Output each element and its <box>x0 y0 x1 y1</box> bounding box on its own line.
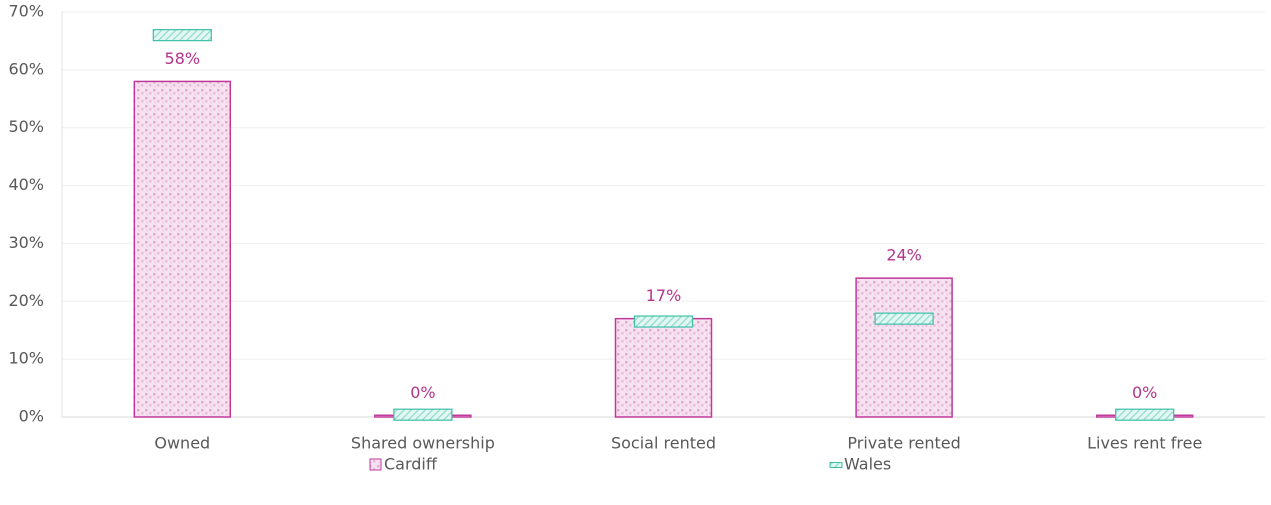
y-tick-label: 40% <box>8 175 44 194</box>
legend-label: Cardiff <box>384 455 438 474</box>
bar <box>855 277 953 418</box>
marker <box>633 315 694 328</box>
data-label: 0% <box>1132 383 1157 402</box>
y-tick-label: 70% <box>8 2 44 21</box>
marker <box>1115 408 1175 421</box>
legend-swatch <box>369 458 382 471</box>
data-label: 58% <box>165 49 201 68</box>
legend-label: Wales <box>844 455 891 474</box>
x-tick-label: Owned <box>154 434 210 453</box>
data-label: 0% <box>410 383 435 402</box>
marker <box>393 408 453 421</box>
y-tick-label: 50% <box>8 117 44 136</box>
data-label: 17% <box>646 286 682 305</box>
legend-swatch <box>829 462 843 468</box>
x-tick-label: Lives rent free <box>1087 434 1202 453</box>
y-tick-label: 60% <box>8 59 44 78</box>
data-label: 24% <box>886 246 922 265</box>
marker <box>874 312 934 325</box>
x-tick-label: Shared ownership <box>351 434 495 453</box>
bar <box>133 80 232 418</box>
y-tick-label: 20% <box>8 291 44 310</box>
y-tick-label: 10% <box>8 349 44 368</box>
x-tick-label: Social rented <box>611 434 716 453</box>
y-tick-label: 0% <box>19 407 44 426</box>
x-tick-label: Private rented <box>847 434 960 453</box>
bar <box>614 317 713 418</box>
y-tick-label: 30% <box>8 233 44 252</box>
marker <box>152 29 212 42</box>
